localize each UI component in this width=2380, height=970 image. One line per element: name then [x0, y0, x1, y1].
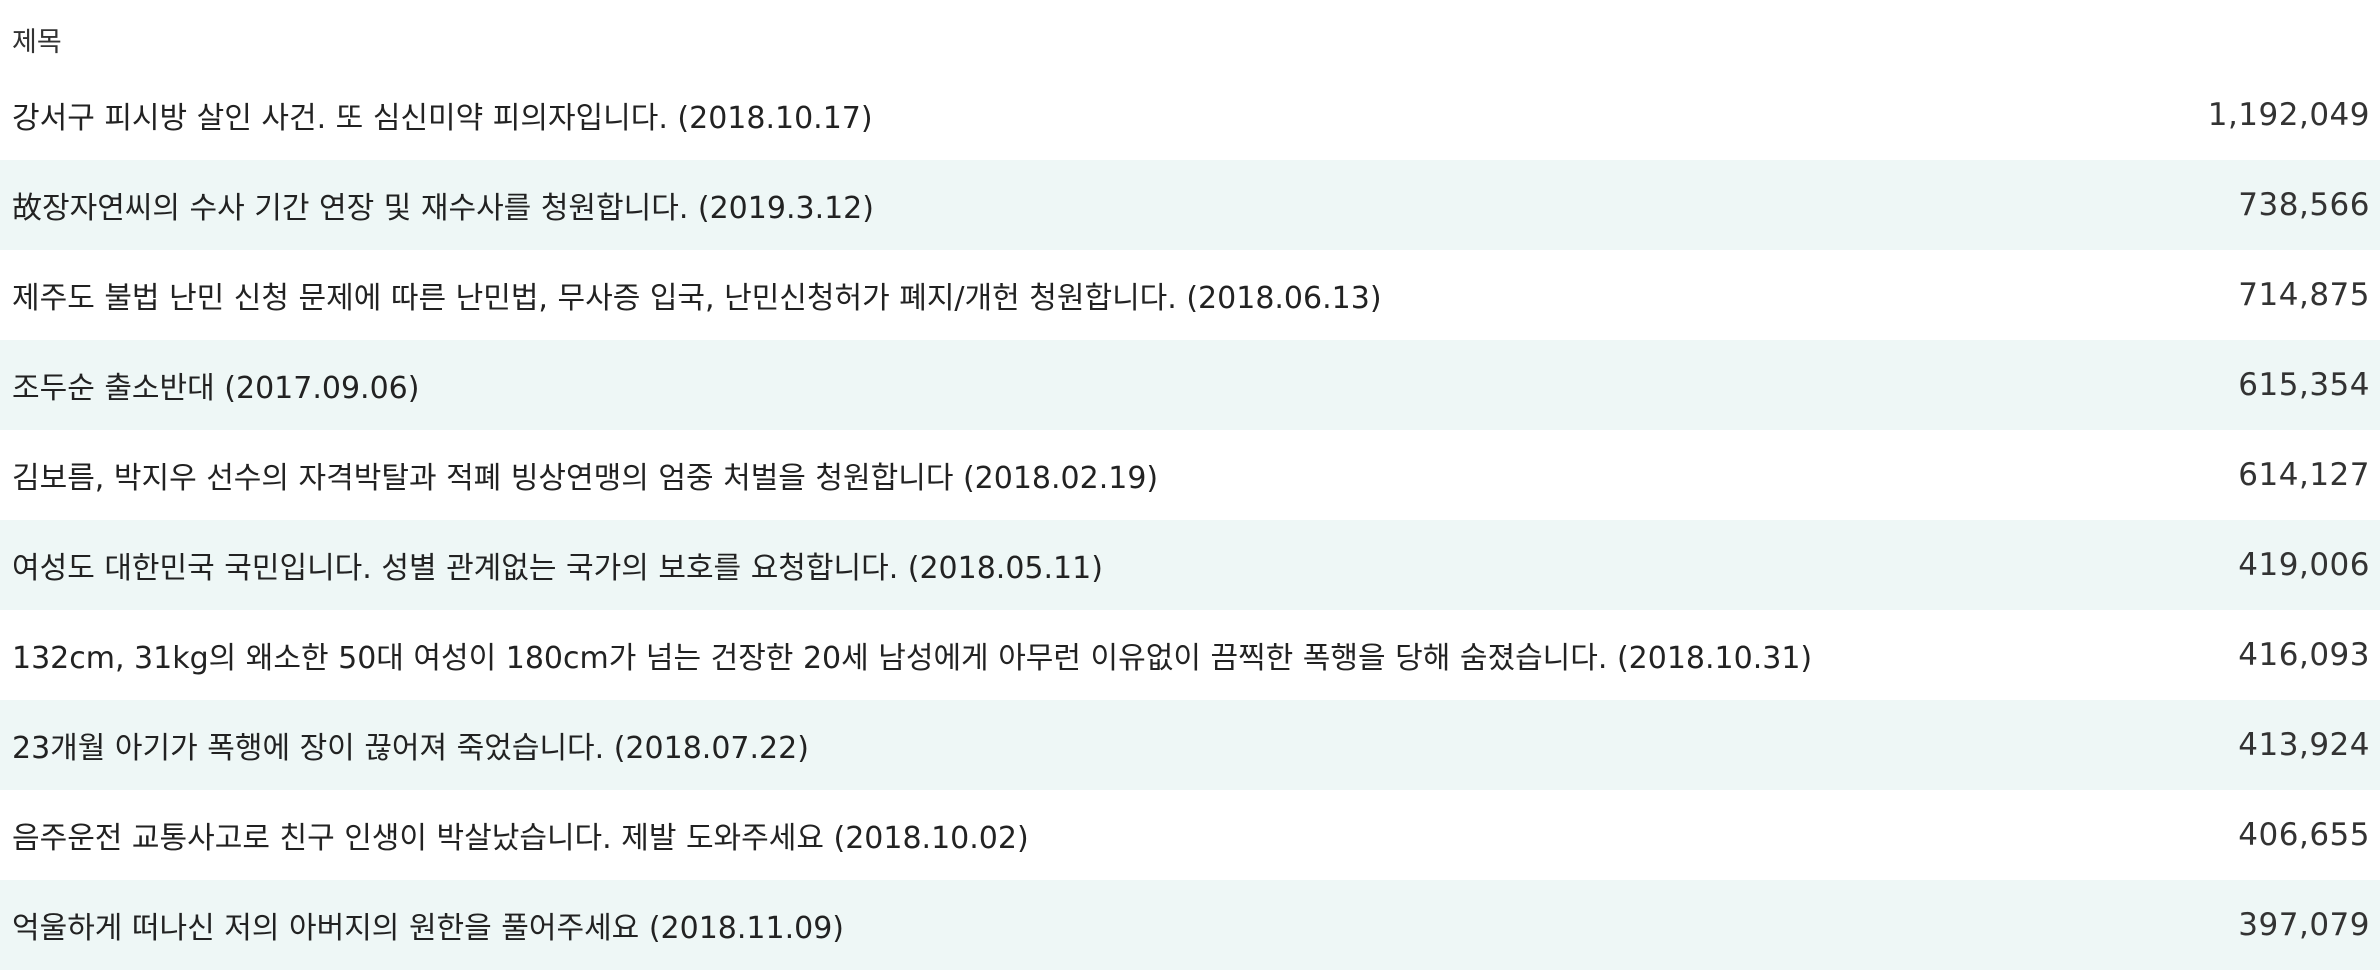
table-row[interactable]: 억울하게 떠나신 저의 아버지의 원한을 풀어주세요 (2018.11.09) …	[0, 880, 2380, 970]
table-header: 제목	[0, 0, 2380, 70]
table-row[interactable]: 조두순 출소반대 (2017.09.06) 615,354	[0, 340, 2380, 430]
signature-count: 615,354	[2238, 367, 2370, 403]
petition-title[interactable]: 억울하게 떠나신 저의 아버지의 원한을 풀어주세요 (2018.11.09)	[12, 911, 844, 946]
column-header-title: 제목	[12, 26, 62, 58]
table-row[interactable]: 강서구 피시방 살인 사건. 또 심신미약 피의자입니다. (2018.10.1…	[0, 70, 2380, 160]
petition-title[interactable]: 132cm, 31kg의 왜소한 50대 여성이 180cm가 넘는 건장한 2…	[12, 641, 1813, 676]
petition-title[interactable]: 23개월 아기가 폭행에 장이 끊어져 죽었습니다. (2018.07.22)	[12, 731, 809, 766]
table-row[interactable]: 132cm, 31kg의 왜소한 50대 여성이 180cm가 넘는 건장한 2…	[0, 610, 2380, 700]
petition-title[interactable]: 조두순 출소반대 (2017.09.06)	[12, 371, 420, 406]
table-row[interactable]: 음주운전 교통사고로 친구 인생이 박살났습니다. 제발 도와주세요 (2018…	[0, 790, 2380, 880]
signature-count: 416,093	[2238, 637, 2370, 673]
signature-count: 714,875	[2238, 277, 2370, 313]
signature-count: 397,079	[2238, 907, 2370, 943]
table-row[interactable]: 여성도 대한민국 국민입니다. 성별 관계없는 국가의 보호를 요청합니다. (…	[0, 520, 2380, 610]
petition-title[interactable]: 여성도 대한민국 국민입니다. 성별 관계없는 국가의 보호를 요청합니다. (…	[12, 551, 1103, 586]
petition-title[interactable]: 제주도 불법 난민 신청 문제에 따른 난민법, 무사증 입국, 난민신청허가 …	[12, 281, 1382, 316]
signature-count: 419,006	[2238, 547, 2370, 583]
table-row[interactable]: 제주도 불법 난민 신청 문제에 따른 난민법, 무사증 입국, 난민신청허가 …	[0, 250, 2380, 340]
petition-title[interactable]: 음주운전 교통사고로 친구 인생이 박살났습니다. 제발 도와주세요 (2018…	[12, 821, 1029, 856]
petition-title[interactable]: 김보름, 박지우 선수의 자격박탈과 적폐 빙상연맹의 엄중 처벌을 청원합니다…	[12, 461, 1159, 496]
petition-title[interactable]: 故장자연씨의 수사 기간 연장 및 재수사를 청원합니다. (2019.3.12…	[12, 191, 874, 226]
signature-count: 614,127	[2238, 457, 2370, 493]
table-row[interactable]: 故장자연씨의 수사 기간 연장 및 재수사를 청원합니다. (2019.3.12…	[0, 160, 2380, 250]
signature-count: 406,655	[2238, 817, 2370, 853]
petition-title[interactable]: 강서구 피시방 살인 사건. 또 심신미약 피의자입니다. (2018.10.1…	[12, 101, 873, 136]
signature-count: 738,566	[2238, 187, 2370, 223]
signature-count: 1,192,049	[2207, 97, 2370, 133]
table-row[interactable]: 김보름, 박지우 선수의 자격박탈과 적폐 빙상연맹의 엄중 처벌을 청원합니다…	[0, 430, 2380, 520]
table-row[interactable]: 23개월 아기가 폭행에 장이 끊어져 죽었습니다. (2018.07.22) …	[0, 700, 2380, 790]
signature-count: 413,924	[2238, 727, 2370, 763]
